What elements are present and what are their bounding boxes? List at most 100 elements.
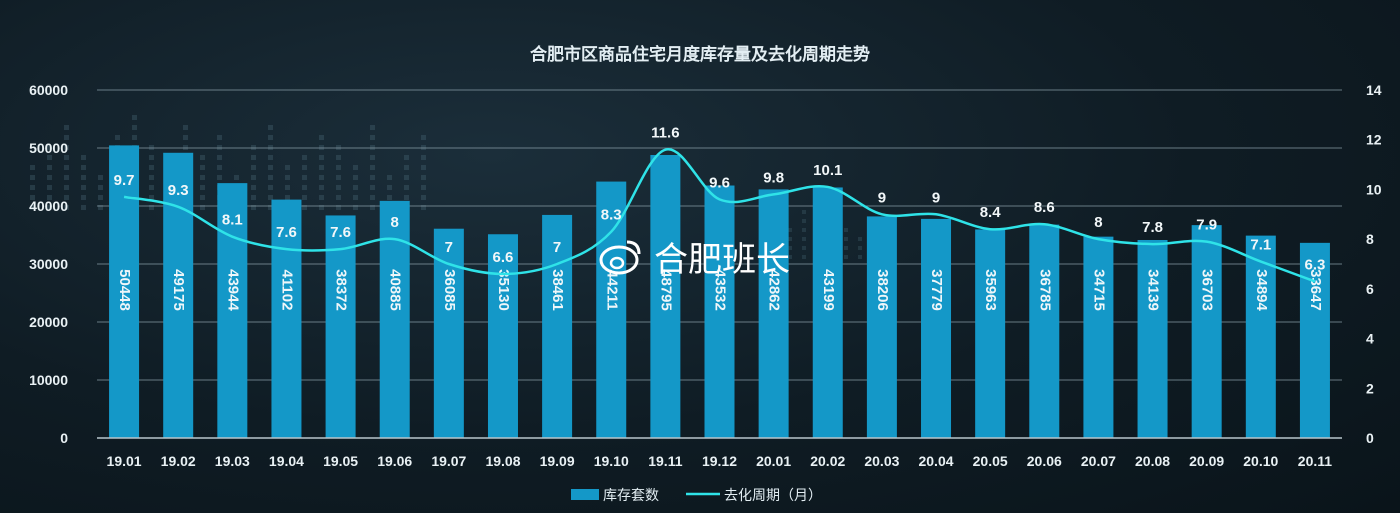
bar (704, 185, 735, 438)
bg-dot (353, 185, 358, 190)
bar-value-label: 38461 (549, 269, 566, 311)
bg-dot (98, 185, 103, 190)
bar-value-label: 34894 (1253, 269, 1270, 311)
y-right-tick-label: 4 (1366, 331, 1374, 347)
x-tick-label: 19.03 (215, 453, 250, 469)
bg-dot (802, 237, 806, 241)
bg-dot (285, 185, 290, 190)
bg-dot (404, 185, 409, 190)
bg-dot (200, 185, 205, 190)
bg-dot (844, 228, 848, 232)
bar (379, 200, 410, 438)
line-series: 9.7 9.3 8.1 7.6 7.6 8 7 6.6 7 8.3 11.6 9.6 9.8 10.1 9 9… (114, 125, 1325, 283)
bg-dot (336, 155, 341, 160)
y-right-tick-label: 8 (1366, 231, 1374, 247)
bg-dot (421, 155, 426, 160)
bg-dot (64, 125, 69, 130)
bar-value-label: 36085 (441, 269, 458, 311)
bg-dot (81, 155, 86, 160)
line-value-label: 7 (553, 239, 561, 256)
bg-dot (251, 175, 256, 180)
bg-dot (251, 165, 256, 170)
bg-dot (217, 135, 222, 140)
bg-dot (370, 125, 375, 130)
bg-dot (302, 165, 307, 170)
x-tick-label: 20.10 (1243, 453, 1278, 469)
bg-dot (47, 155, 52, 160)
bar (921, 218, 952, 438)
bar (1191, 225, 1222, 438)
x-tick-label: 19.11 (648, 453, 682, 469)
bg-dot (788, 228, 792, 232)
bg-dot (302, 185, 307, 190)
bar (758, 189, 789, 438)
bg-dot (387, 195, 392, 200)
line-value-label: 7 (445, 239, 453, 256)
bg-dot (251, 205, 256, 210)
bg-dot (285, 165, 290, 170)
bg-dot (268, 135, 273, 140)
bg-dot (149, 175, 154, 180)
bar-value-label: 43944 (224, 269, 241, 311)
bar (542, 214, 573, 438)
bar-value-label: 41102 (278, 270, 295, 311)
bg-dot (64, 185, 69, 190)
line-value-label: 8.4 (980, 204, 1002, 221)
bar (1299, 242, 1330, 438)
bg-dot (81, 185, 86, 190)
line-value-label: 8 (391, 214, 399, 231)
bg-dot (132, 125, 137, 130)
bg-dot (183, 135, 188, 140)
bg-dot (319, 185, 324, 190)
y-left-tick-label: 60000 (29, 82, 68, 98)
bg-dot (353, 195, 358, 200)
chart-title: 合肥市区商品住宅月度库存量及去化周期走势 (530, 44, 870, 65)
x-tick-label: 19.05 (323, 453, 358, 469)
bg-dot (370, 155, 375, 160)
bar (650, 154, 681, 438)
x-tick-label: 20.11 (1298, 453, 1332, 469)
y-axis-right: 0 2 4 6 8 10 12 14 (1366, 82, 1382, 446)
bg-dot (404, 155, 409, 160)
bar-value-label: 48795 (657, 269, 674, 311)
line-value-label: 7.9 (1196, 217, 1217, 234)
bg-dot (788, 246, 792, 250)
bg-dot (81, 195, 86, 200)
bg-dot (802, 255, 806, 259)
y-axis-left: 0 10000 20000 30000 40000 50000 60000 (29, 82, 68, 446)
bg-dot (268, 205, 273, 210)
y-left-tick-label: 50000 (29, 140, 68, 156)
y-left-tick-label: 30000 (29, 256, 68, 272)
bg-dot (200, 195, 205, 200)
bg-dot (217, 155, 222, 160)
bg-dot (64, 145, 69, 150)
bar-value-label: 43532 (712, 269, 729, 311)
bar-value-label: 42862 (766, 269, 783, 311)
bar (163, 152, 194, 438)
bg-dot (421, 185, 426, 190)
line-value-label: 9.7 (114, 172, 135, 189)
bg-dot (268, 175, 273, 180)
legend-swatch-bar (571, 489, 599, 500)
bg-dot (404, 195, 409, 200)
y-right-tick-label: 14 (1366, 82, 1382, 98)
bg-dot (183, 125, 188, 130)
bar-value-label: 38372 (333, 269, 350, 311)
bg-dot (47, 175, 52, 180)
x-tick-label: 19.04 (269, 453, 304, 469)
bar-value-label: 38206 (874, 269, 891, 311)
bg-dot (319, 195, 324, 200)
x-tick-label: 20.09 (1189, 453, 1224, 469)
legend: 库存套数 去化周期（月） (571, 488, 822, 504)
bg-dot (302, 205, 307, 210)
bg-dot (336, 185, 341, 190)
bar-value-label: 43199 (820, 269, 837, 311)
bg-dot (353, 205, 358, 210)
bg-dot (788, 255, 792, 259)
line-value-label: 8.6 (1034, 199, 1055, 216)
bg-dot (98, 175, 103, 180)
x-tick-label: 20.07 (1081, 453, 1116, 469)
bg-dot (370, 175, 375, 180)
legend-label-line: 去化周期（月） (724, 488, 822, 504)
y-left-tick-label: 40000 (29, 198, 68, 214)
